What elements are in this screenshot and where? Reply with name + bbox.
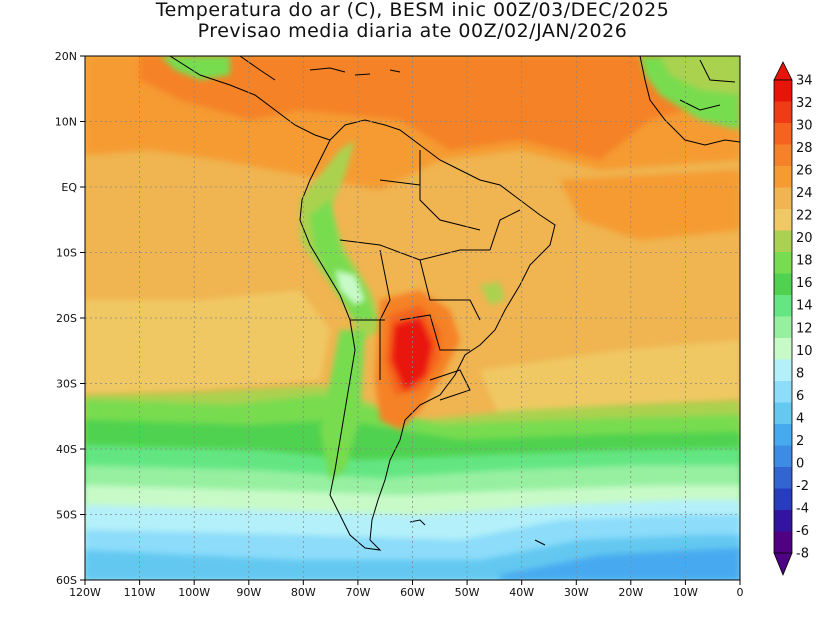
colorbar-box xyxy=(774,273,792,296)
colorbar-label: -6 xyxy=(796,524,809,539)
colorbar-label: 28 xyxy=(796,141,813,156)
lat-label: 20S xyxy=(56,312,77,325)
colorbar-label: 32 xyxy=(796,96,813,111)
colorbar-box xyxy=(774,187,792,210)
colorbar-box xyxy=(774,359,792,382)
colorbar-label: 0 xyxy=(796,456,804,471)
colorbar-label: 4 xyxy=(796,411,804,426)
colorbar-min-arrow xyxy=(773,552,793,577)
colorbar-label: 12 xyxy=(796,321,813,336)
lon-label: 110W xyxy=(124,586,156,599)
title-line-2: Previsao media diaria ate 00Z/02/JAN/202… xyxy=(197,20,628,42)
lon-label: 30W xyxy=(564,586,589,599)
colorbar-box xyxy=(774,209,792,231)
longitude-labels: 120W 110W 100W 90W 80W 70W 60W 50W 40W 3… xyxy=(69,586,743,599)
colorbar-label: 16 xyxy=(796,276,813,291)
lon-label: 60W xyxy=(400,586,425,599)
lon-label: 10W xyxy=(673,586,698,599)
lat-label: 20N xyxy=(55,50,77,63)
map-title: Temperatura do ar (C), BESM inic 00Z/03/… xyxy=(0,0,825,42)
lon-label: 40W xyxy=(509,586,534,599)
colorbar-box xyxy=(774,488,792,511)
colorbar-label: -2 xyxy=(796,479,809,494)
colorbar-box xyxy=(774,531,792,554)
colorbar-box xyxy=(774,424,792,446)
colorbar-box xyxy=(774,402,792,425)
lon-label: 50W xyxy=(455,586,480,599)
lat-label: 50S xyxy=(56,509,77,522)
colorbar-label: 14 xyxy=(796,299,813,314)
coastlines xyxy=(169,56,740,551)
colorbar-label: 34 xyxy=(796,74,813,89)
lon-label: 90W xyxy=(236,586,261,599)
lat-label: 10S xyxy=(56,247,77,260)
colorbar-label: 2 xyxy=(796,434,804,449)
colorbar-label: -4 xyxy=(796,501,809,516)
colorbar-box xyxy=(774,101,792,124)
lon-label: 120W xyxy=(69,586,101,599)
lat-label: 10N xyxy=(55,116,77,129)
colorbar-label: 10 xyxy=(796,344,813,359)
colorbar-label: 6 xyxy=(796,389,804,404)
colorbar-label: 22 xyxy=(796,209,813,224)
colorbar-box xyxy=(774,381,792,403)
lon-label: 80W xyxy=(291,586,316,599)
colorbar-box xyxy=(774,295,792,317)
colorbar-label: 18 xyxy=(796,254,813,269)
colorbar-frame xyxy=(773,79,793,554)
lat-label: 40S xyxy=(56,443,77,456)
lon-label: 70W xyxy=(345,586,370,599)
gridlines xyxy=(85,56,740,580)
colorbar-box xyxy=(774,316,792,339)
lon-label: 20W xyxy=(618,586,643,599)
colorbar-label: 8 xyxy=(796,366,804,381)
colorbar-label: -8 xyxy=(796,547,809,562)
axis-ticks xyxy=(80,55,741,585)
colorbar-box xyxy=(774,510,792,532)
title-line-1: Temperatura do ar (C), BESM inic 00Z/03/… xyxy=(155,0,670,21)
colorbar-box xyxy=(774,80,792,102)
colorbar-box xyxy=(774,166,792,188)
colorbar-box xyxy=(774,445,792,468)
lat-label: 60S xyxy=(56,574,77,587)
lon-label: 100W xyxy=(178,586,210,599)
colorbar-box xyxy=(774,467,792,489)
colorbar-label: 20 xyxy=(796,231,813,246)
lon-label: 0 xyxy=(737,586,744,599)
colorbar-max-arrow xyxy=(773,61,793,81)
latitude-labels: 20N 10N EQ 10S 20S 30S 40S 50S 60S xyxy=(55,50,78,587)
lat-label: 30S xyxy=(56,378,77,391)
colorbar-label: 26 xyxy=(796,164,813,179)
colorbar-box xyxy=(774,144,792,167)
colorbar-label: 30 xyxy=(796,119,813,134)
colorbar-label: 24 xyxy=(796,186,813,201)
colorbar-box xyxy=(774,338,792,360)
colorbar-box xyxy=(774,230,792,253)
colorbar-box xyxy=(774,252,792,274)
colorbar-box xyxy=(774,123,792,145)
lat-label: EQ xyxy=(61,181,77,194)
